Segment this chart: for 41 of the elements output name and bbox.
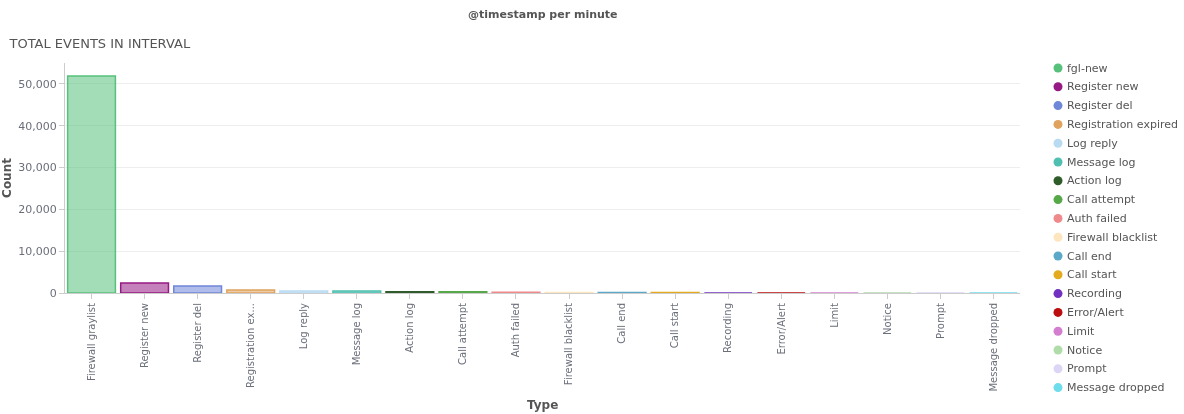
x-tick-label: Prompt [934,302,946,339]
x-tick-label: Error/Alert [775,302,787,355]
legend-label: Firewall blacklist [1067,231,1159,244]
legend-label: Auth failed [1067,212,1127,225]
x-tick-label: Call end [616,303,628,344]
legend-label: Call start [1067,268,1118,281]
legend-label: Register new [1067,80,1139,93]
x-tick-label: Action log [404,303,416,353]
x-tick-label: Registration ex... [244,303,256,388]
y-axis-title: Count [0,157,14,198]
x-tick-label: Register new [138,303,150,369]
legend-label: Recording [1067,287,1123,300]
text: @timestamp per minute [468,8,618,21]
y-tick-label: 20,000 [18,203,57,217]
x-tick-label: Message log [351,303,363,366]
x-tick-label: Call attempt [457,302,469,365]
x-tick-label: Notice [881,303,893,335]
legend-label: Call attempt [1067,193,1136,206]
x-tick-label: Limit [828,302,840,328]
x-axis-title: Type [527,398,559,412]
legend-label: Message log [1067,156,1136,169]
legend-label: Registration expired [1067,118,1178,131]
y-tick-label: 30,000 [18,161,57,175]
legend-label: fgl-new [1067,62,1108,75]
x-tick-label: Auth failed [510,303,522,358]
x-tick-label: Firewall blacklist [563,302,575,386]
x-tick-label: Register del [191,303,203,363]
chart-title: TOTAL EVENTS IN INTERVAL [8,36,191,52]
legend-label: Call end [1067,250,1112,263]
x-tick-label: Log reply [298,302,309,350]
x-tick-label: Call start [669,302,681,349]
x-tick-label: Message dropped [987,303,999,392]
x-tick-label: Firewall graylist [85,302,97,382]
y-tick-label: 0 [49,286,57,300]
x-tick-label: Recording [722,303,734,354]
legend-label: Action log [1067,174,1122,187]
legend-label: Register del [1067,99,1133,112]
y-tick-label: 40,000 [18,119,57,133]
y-tick-label: 50,000 [18,77,57,91]
legend-label: Log reply [1067,137,1119,150]
y-tick-label: 10,000 [18,245,57,259]
